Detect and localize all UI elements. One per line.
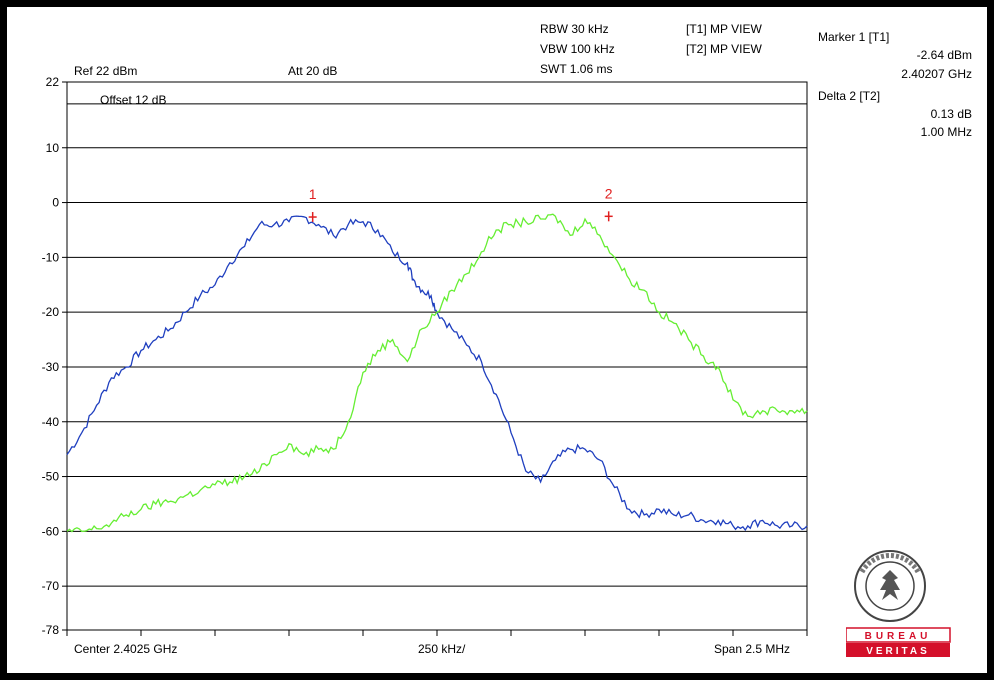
offset-label: Offset 12 dB xyxy=(100,93,167,107)
marker-label: 1 xyxy=(309,186,317,202)
attenuation: Att 20 dB xyxy=(288,64,338,78)
y-tick-label: -20 xyxy=(42,305,60,319)
delta2-label: Delta 2 [T2] xyxy=(818,89,881,103)
rbw-label: RBW 30 kHz xyxy=(540,22,609,36)
y-tick-label: -78 xyxy=(42,623,60,637)
delta2-level: 0.13 dB xyxy=(930,107,972,121)
y-tick-label: 10 xyxy=(46,141,60,155)
span-label: Span 2.5 MHz xyxy=(714,642,791,656)
bureau-veritas-logo: BUREAU VERITAS xyxy=(845,548,966,660)
trace-t2 xyxy=(66,213,808,533)
trace-t1 xyxy=(66,215,808,532)
y-tick-label: -30 xyxy=(42,360,60,374)
marker-label: 2 xyxy=(605,185,613,201)
per-division: 250 kHz/ xyxy=(418,642,466,656)
y-tick-label: 0 xyxy=(52,196,59,210)
y-tick-label: -70 xyxy=(42,579,60,593)
y-tick-label: -60 xyxy=(42,524,60,538)
y-tick-label: -50 xyxy=(42,470,60,484)
traces xyxy=(66,213,808,533)
grid-lines xyxy=(62,81,807,631)
marker1-freq: 2.40207 GHz xyxy=(901,67,972,81)
logo-line2: VERITAS xyxy=(866,646,930,657)
trace2-mode: [T2] MP VIEW xyxy=(686,42,762,56)
y-tick-label: 22 xyxy=(46,75,60,89)
y-tick-labels: 22 10 0 -10 -20 -30 -40 -50 -60 -70 -78 xyxy=(42,75,60,637)
delta2-freq: 1.00 MHz xyxy=(920,125,972,139)
x-tick-marks xyxy=(66,630,808,636)
marker1-level: -2.64 dBm xyxy=(916,48,972,62)
y-tick-label: -40 xyxy=(42,415,60,429)
y-tick-label: -10 xyxy=(42,250,60,264)
vbw-label: VBW 100 kHz xyxy=(540,42,615,56)
ref-level: Ref 22 dBm xyxy=(74,64,138,78)
plot-border xyxy=(66,81,808,631)
marker1-label: Marker 1 [T1] xyxy=(818,30,890,44)
logo-line1: BUREAU xyxy=(865,631,932,642)
veritas-seal-icon: BUREAU VERITAS xyxy=(845,550,951,657)
trace1-mode: [T1] MP VIEW xyxy=(686,22,762,36)
swt-label: SWT 1.06 ms xyxy=(540,62,613,76)
center-freq: Center 2.4025 GHz xyxy=(74,642,178,656)
